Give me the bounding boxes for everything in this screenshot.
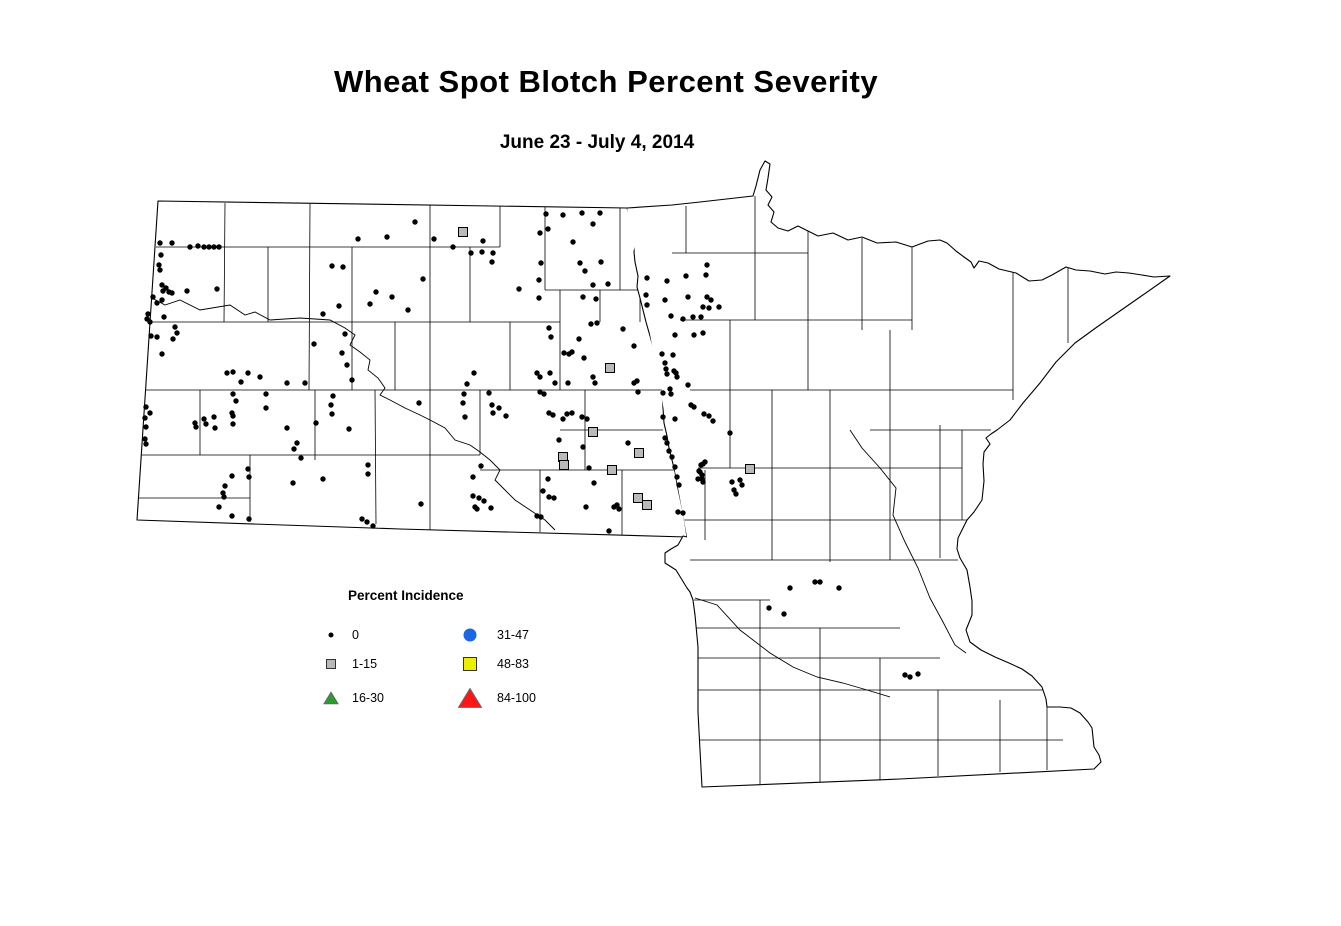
minnesota-river — [694, 597, 891, 698]
north-dakota-county-lines — [138, 202, 680, 535]
north-dakota-outline — [136, 200, 688, 538]
legend-item-label: 84-100 — [497, 691, 536, 705]
legend-item-label: 16-30 — [352, 691, 384, 705]
legend: Percent Incidence 0 1-15 16-30 31-47 48-… — [320, 583, 600, 723]
yellow-square-symbol-icon — [458, 652, 482, 676]
legend-item-1-15: 1-15 — [319, 652, 377, 676]
dot-symbol-icon — [319, 623, 343, 647]
chart-title: Wheat Spot Blotch Percent Severity — [333, 64, 879, 99]
legend-item-label: 31-47 — [497, 628, 529, 642]
legend-item-16-30: 16-30 — [319, 686, 384, 710]
minnesota-county-lines — [672, 196, 1069, 785]
legend-item-48-83: 48-83 — [458, 652, 529, 676]
data-points — [142, 210, 921, 680]
gray-square-symbol-icon — [319, 652, 343, 676]
legend-item-84-100: 84-100 — [458, 686, 536, 710]
blue-circle-symbol-icon — [458, 623, 482, 647]
red-triangle-symbol-icon — [458, 686, 482, 710]
green-triangle-symbol-icon — [319, 686, 343, 710]
minnesota-outline — [626, 160, 1171, 788]
legend-item-label: 0 — [352, 628, 359, 642]
legend-item-0: 0 — [319, 623, 359, 647]
chart-subtitle: June 23 - July 4, 2014 — [499, 132, 695, 153]
missouri-river — [149, 296, 556, 531]
mississippi-river — [849, 429, 967, 654]
legend-item-31-47: 31-47 — [458, 623, 529, 647]
legend-item-label: 48-83 — [497, 657, 529, 671]
legend-item-label: 1-15 — [352, 657, 378, 671]
legend-title: Percent Incidence — [348, 588, 464, 603]
